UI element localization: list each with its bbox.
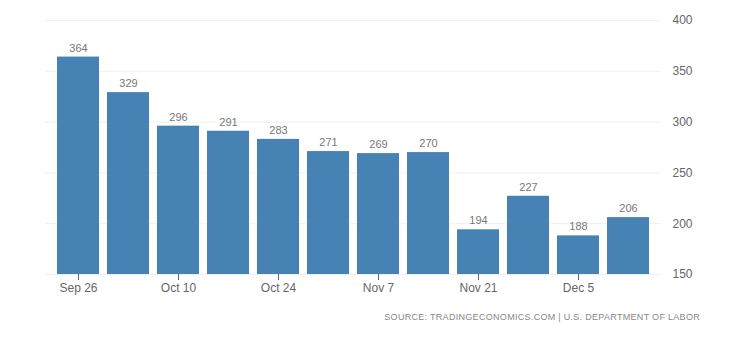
svg-text:250: 250	[673, 166, 693, 180]
svg-text:350: 350	[673, 64, 693, 78]
svg-text:283: 283	[269, 124, 287, 136]
svg-text:Oct 24: Oct 24	[261, 281, 297, 295]
svg-text:150: 150	[673, 267, 693, 281]
html-text:SOURCE: TRADINGECONOMICS.COM |: SOURCE: TRADINGECONOMICS.COM | U.S. DEPA…	[384, 312, 700, 322]
svg-text:Dec 5: Dec 5	[563, 281, 595, 295]
svg-text:300: 300	[673, 115, 693, 129]
svg-text:291: 291	[219, 116, 237, 128]
svg-text:227: 227	[519, 181, 537, 193]
svg-text:200: 200	[673, 217, 693, 231]
svg-text:Sep 26: Sep 26	[59, 281, 97, 295]
svg-text:188: 188	[569, 220, 587, 232]
svg-text:270: 270	[419, 137, 437, 149]
svg-text:Nov 21: Nov 21	[459, 281, 497, 295]
svg-text:329: 329	[119, 77, 137, 89]
svg-text:Nov 7: Nov 7	[363, 281, 395, 295]
svg-text:206: 206	[619, 202, 637, 214]
svg-text:269: 269	[369, 138, 387, 150]
svg-text:Oct 10: Oct 10	[161, 281, 197, 295]
svg-text:400: 400	[673, 13, 693, 27]
svg-text:296: 296	[169, 111, 187, 123]
svg-text:364: 364	[69, 42, 87, 54]
svg-text:271: 271	[319, 136, 337, 148]
svg-text:194: 194	[469, 214, 487, 226]
